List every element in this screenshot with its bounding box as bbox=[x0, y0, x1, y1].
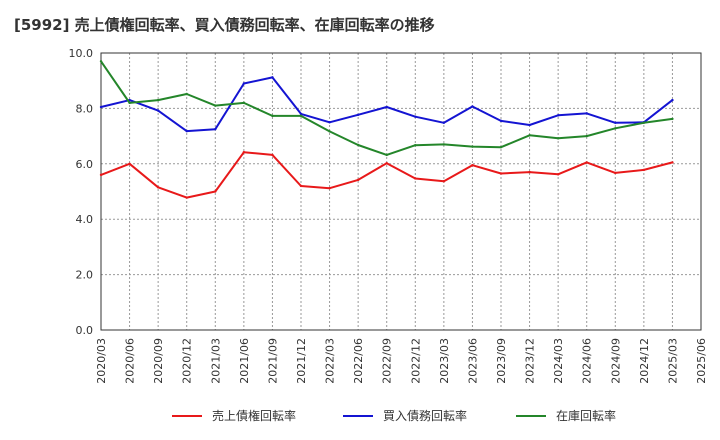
data-point bbox=[242, 101, 246, 105]
x-tick-label: 2024/09 bbox=[609, 338, 622, 384]
data-point bbox=[385, 153, 388, 157]
data-point bbox=[214, 127, 217, 131]
x-tick-label: 2023/06 bbox=[466, 338, 479, 384]
y-tick-label: 0.0 bbox=[76, 324, 94, 337]
data-point bbox=[471, 163, 474, 167]
data-point bbox=[128, 162, 131, 165]
series-layer bbox=[99, 60, 674, 199]
data-point bbox=[442, 143, 446, 146]
data-point bbox=[271, 114, 274, 118]
x-tick-label: 2024/03 bbox=[552, 338, 565, 384]
y-tick-label: 8.0 bbox=[76, 102, 94, 115]
axis-layer: 0.0 2.0 4.0 6.0 8.0 10.0 2020/03 2020/06 2020/09… bbox=[69, 47, 709, 384]
data-point bbox=[299, 112, 303, 116]
x-tick-label: 2020/03 bbox=[95, 338, 108, 384]
data-point bbox=[471, 105, 474, 108]
data-point bbox=[499, 172, 503, 175]
data-point bbox=[528, 134, 531, 137]
data-point bbox=[585, 134, 588, 138]
x-tick-label: 2020/06 bbox=[124, 338, 137, 384]
x-tick-label: 2023/09 bbox=[495, 338, 508, 384]
data-point bbox=[528, 123, 531, 127]
data-point bbox=[414, 144, 417, 147]
plot-area bbox=[101, 53, 701, 330]
data-point bbox=[356, 178, 360, 182]
data-point bbox=[442, 180, 446, 183]
data-point bbox=[185, 92, 188, 96]
x-tick-label: 2021/03 bbox=[209, 338, 222, 384]
data-point bbox=[328, 186, 331, 190]
x-tick-label: 2022/03 bbox=[324, 338, 337, 384]
data-point bbox=[499, 145, 503, 149]
data-point bbox=[556, 137, 560, 140]
data-point bbox=[442, 121, 446, 125]
chart-title: [5992] 売上債権回転率、買入債務回転率、在庫回転率の推移 bbox=[14, 16, 435, 34]
data-point bbox=[671, 161, 674, 164]
data-point bbox=[414, 177, 417, 180]
data-point bbox=[156, 98, 160, 102]
data-point bbox=[99, 173, 103, 177]
legend-label-3: 在庫回転率 bbox=[556, 408, 616, 423]
data-point bbox=[99, 105, 103, 109]
legend-label-2: 買入債務回転率 bbox=[383, 408, 467, 423]
data-point bbox=[642, 168, 646, 172]
data-point bbox=[328, 130, 331, 133]
data-point bbox=[185, 196, 188, 199]
data-point bbox=[271, 153, 274, 157]
data-point bbox=[156, 186, 160, 189]
data-point bbox=[556, 114, 560, 117]
data-point bbox=[614, 127, 617, 130]
x-tick-label: 2020/09 bbox=[152, 338, 165, 384]
plot-frame bbox=[100, 52, 702, 331]
data-point bbox=[185, 129, 188, 133]
x-tick-label: 2020/12 bbox=[181, 338, 194, 384]
data-point bbox=[299, 184, 303, 188]
data-point bbox=[499, 119, 503, 123]
data-point bbox=[242, 82, 246, 85]
data-point bbox=[671, 117, 674, 121]
data-point bbox=[528, 170, 531, 174]
x-tick-label: 2025/06 bbox=[695, 338, 708, 384]
x-tick-label: 2025/03 bbox=[666, 338, 679, 384]
data-point bbox=[614, 171, 617, 175]
data-point bbox=[385, 162, 388, 165]
data-point bbox=[271, 76, 274, 79]
x-tick-label: 2021/09 bbox=[266, 338, 279, 384]
data-point bbox=[128, 101, 131, 105]
data-point bbox=[385, 105, 388, 109]
data-point bbox=[356, 113, 360, 116]
x-tick-label: 2021/06 bbox=[238, 338, 251, 384]
y-tick-label: 4.0 bbox=[76, 213, 94, 226]
y-tick-label: 6.0 bbox=[76, 158, 94, 171]
data-point bbox=[642, 121, 646, 125]
x-tick-label: 2022/09 bbox=[381, 338, 394, 384]
data-point bbox=[214, 104, 217, 107]
data-point bbox=[585, 161, 588, 164]
x-tick-label: 2023/12 bbox=[524, 338, 537, 384]
x-tick-label: 2024/06 bbox=[581, 338, 594, 384]
data-point bbox=[156, 109, 160, 112]
y-tick-label: 2.0 bbox=[76, 269, 94, 282]
legend-label-1: 売上債権回転率 bbox=[212, 408, 296, 423]
data-point bbox=[99, 60, 103, 63]
data-point bbox=[585, 112, 588, 115]
x-tick-label: 2022/06 bbox=[352, 338, 365, 384]
x-tick-label: 2021/12 bbox=[295, 338, 308, 384]
data-point bbox=[214, 190, 217, 193]
x-tick-label: 2024/12 bbox=[638, 338, 651, 384]
data-point bbox=[414, 115, 417, 118]
legend: 売上債権回転率 買入債務回転率 在庫回転率 bbox=[172, 408, 616, 423]
data-point bbox=[299, 114, 303, 118]
data-point bbox=[671, 98, 674, 102]
data-point bbox=[614, 121, 617, 125]
data-point bbox=[242, 150, 246, 154]
data-point bbox=[328, 121, 331, 124]
y-tick-label: 10.0 bbox=[69, 47, 94, 60]
x-tick-label: 2022/12 bbox=[409, 338, 422, 384]
data-point bbox=[471, 145, 474, 148]
data-point bbox=[356, 143, 360, 147]
data-point bbox=[556, 173, 560, 176]
x-tick-label: 2023/03 bbox=[438, 338, 451, 384]
